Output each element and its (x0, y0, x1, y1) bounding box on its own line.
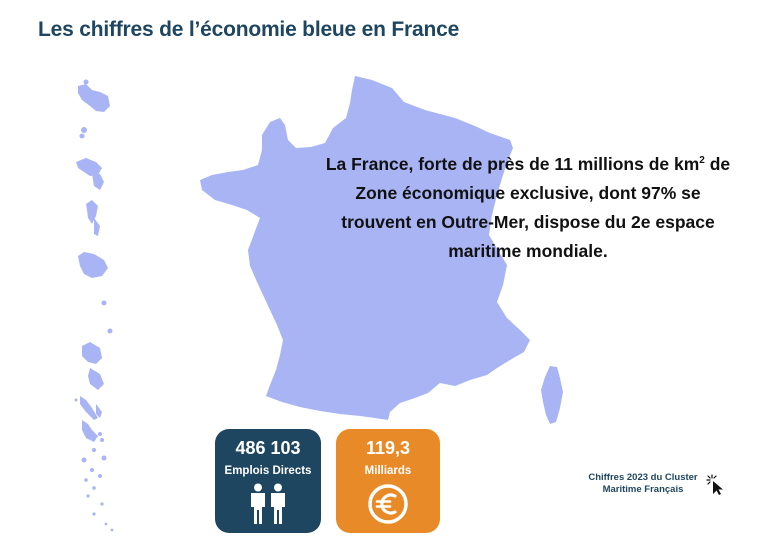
statement-superscript: 2 (699, 155, 705, 166)
statement-text-end: de Zone économique exclusive, dont 97% s… (341, 153, 731, 261)
statement-text-start: La France, forte de près de 11 millions … (325, 153, 700, 174)
money-label: Milliards (364, 465, 412, 477)
money-value: 119,3 (365, 438, 411, 458)
money-card: 119,3 Milliards (336, 429, 440, 533)
corsica (541, 366, 563, 424)
euro-icon (368, 484, 408, 524)
page-title: Les chiffres de l’économie bleue en Fran… (38, 18, 460, 41)
eez-statement: La France, forte de près de 11 millions … (322, 146, 734, 266)
source-line-1: Chiffres 2023 du Cluster (588, 472, 698, 483)
jobs-label: Emplois Directs (224, 465, 312, 477)
click-cursor-icon[interactable] (706, 474, 728, 496)
overseas-territories (74, 79, 114, 532)
people-icon (251, 483, 285, 524)
source-note: Chiffres 2023 du Cluster Maritime França… (578, 472, 708, 496)
mainland-france (200, 76, 530, 420)
jobs-card: 486 103 Emplois Directs (215, 429, 321, 533)
source-line-2: Maritime Français (602, 484, 684, 495)
jobs-value: 486 103 (235, 438, 301, 458)
